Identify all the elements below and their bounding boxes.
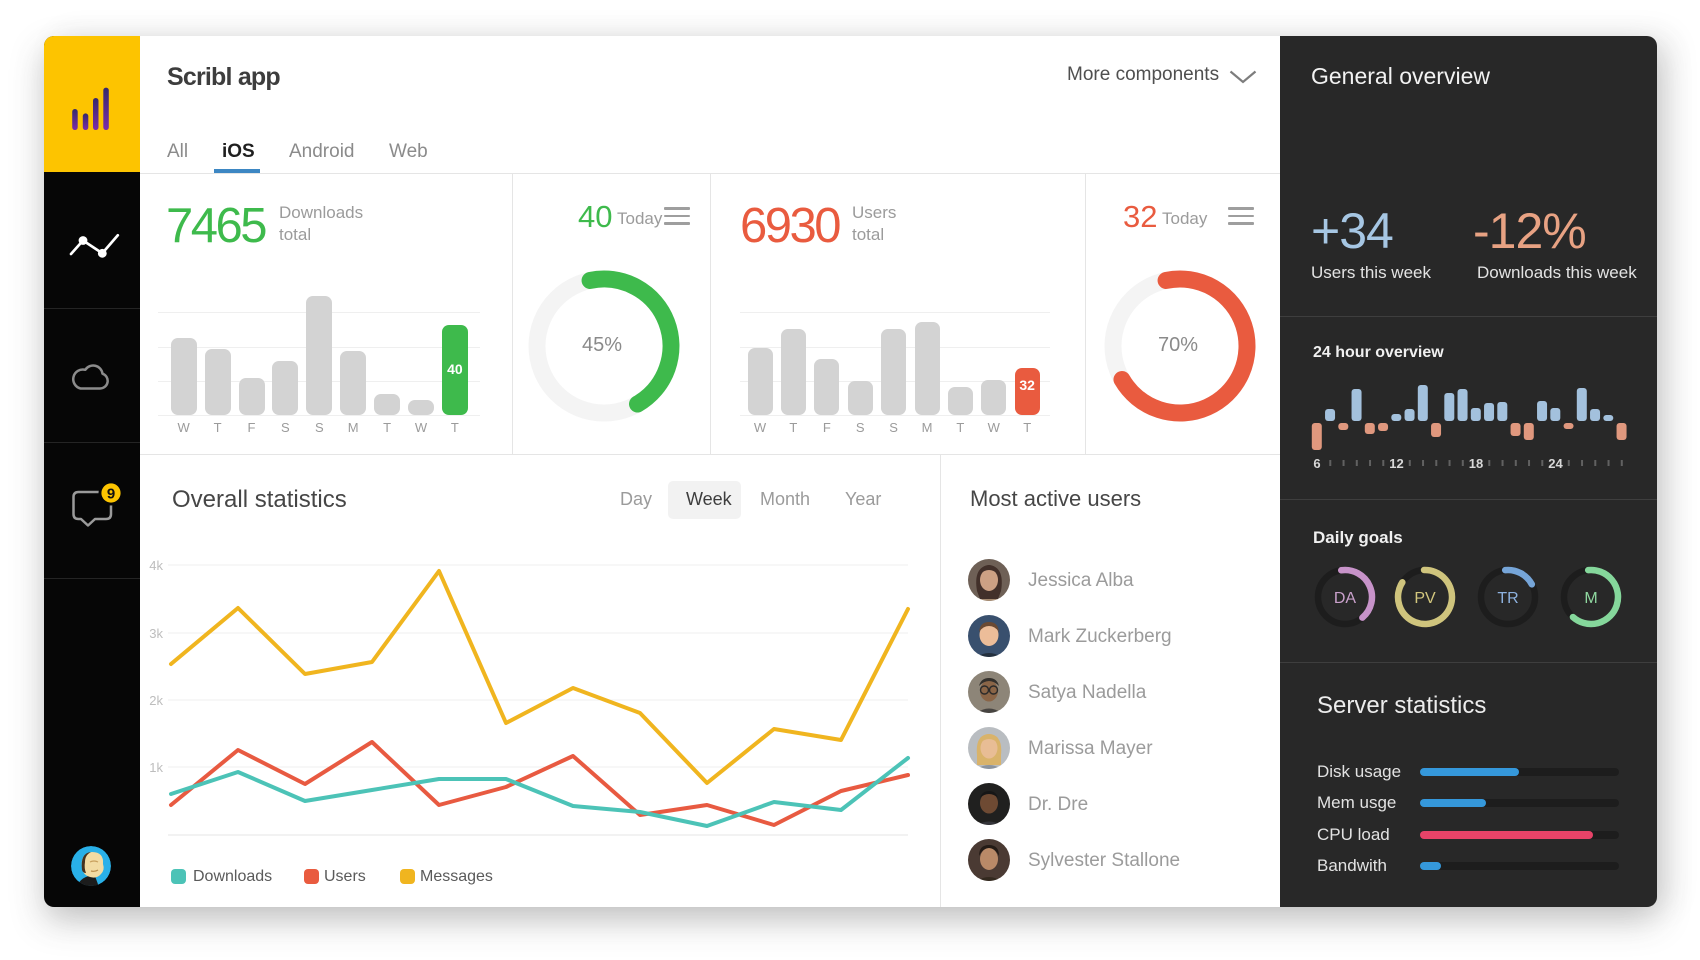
- svg-text:DA: DA: [1334, 590, 1357, 607]
- svg-text:6: 6: [1313, 456, 1320, 471]
- svg-text:3k: 3k: [149, 626, 163, 641]
- svg-text:24: 24: [1548, 456, 1563, 471]
- svg-text:1k: 1k: [149, 760, 163, 775]
- svg-text:TR: TR: [1497, 590, 1518, 607]
- svg-text:4k: 4k: [149, 558, 163, 573]
- svg-text:12: 12: [1389, 456, 1403, 471]
- svg-text:18: 18: [1469, 456, 1483, 471]
- svg-text:2k: 2k: [149, 693, 163, 708]
- svg-text:9: 9: [107, 486, 115, 503]
- svg-text:PV: PV: [1414, 590, 1436, 607]
- svg-text:M: M: [1584, 590, 1597, 607]
